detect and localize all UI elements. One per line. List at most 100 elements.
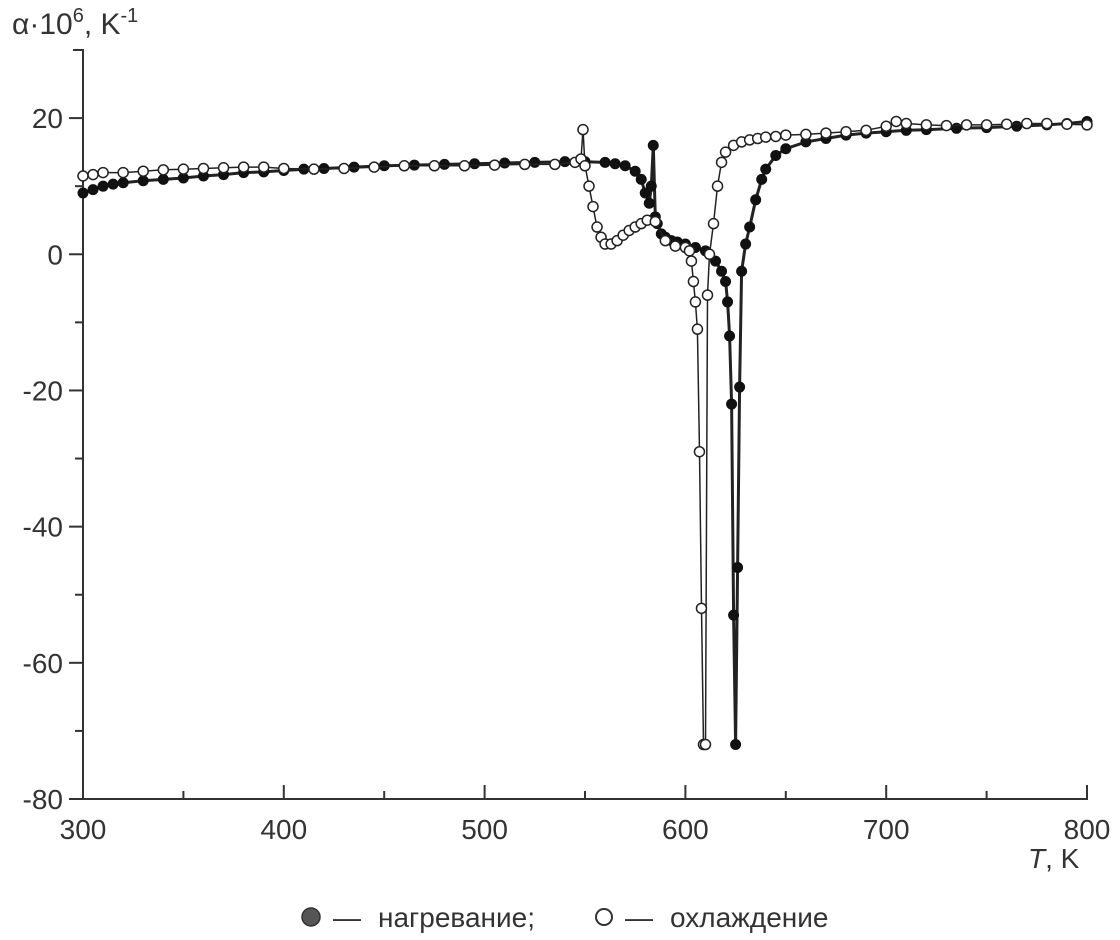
x-axis-label: T, K: [1028, 843, 1080, 874]
data-point: [77, 187, 89, 199]
y-tick-label: 20: [32, 103, 63, 134]
series-layer: [77, 115, 1093, 751]
data-point: [645, 180, 657, 192]
x-tick-label: 500: [461, 814, 508, 845]
data-point: [1011, 120, 1023, 132]
x-tick-label: 700: [863, 814, 910, 845]
data-point: [398, 160, 411, 172]
data-point: [890, 115, 902, 128]
data-point: [77, 170, 89, 182]
data-point: [579, 160, 591, 172]
data-point: [780, 143, 792, 155]
data-point: [577, 123, 589, 136]
data-point: [711, 180, 724, 192]
data-point: [750, 194, 762, 206]
series-line: [82, 120, 1088, 746]
x-tick-label: 800: [1064, 814, 1111, 845]
data-point: [587, 200, 599, 213]
data-point: [860, 124, 872, 137]
data-point: [197, 162, 210, 175]
y-axis-label: α·106, K-1: [12, 5, 138, 41]
x-tick-label: 300: [60, 814, 107, 845]
data-point: [619, 160, 631, 172]
legend: — нагревание; — охлаждение: [301, 902, 828, 933]
data-point: [217, 162, 230, 174]
data-point: [629, 165, 641, 177]
data-point: [1041, 117, 1053, 130]
legend-dash-1: —: [333, 902, 361, 933]
data-point: [338, 162, 350, 175]
data-point: [591, 221, 603, 233]
data-point: [87, 184, 99, 196]
data-point: [960, 119, 973, 131]
data-point: [157, 164, 170, 176]
data-point: [599, 156, 611, 168]
data-point: [488, 159, 501, 171]
data-point: [732, 561, 744, 573]
data-point: [107, 178, 119, 190]
legend-label-heating: нагревание;: [378, 902, 535, 933]
series-line: [82, 120, 1088, 745]
data-point: [529, 156, 541, 168]
data-point: [669, 240, 682, 252]
data-point: [689, 296, 702, 308]
data-point: [716, 265, 728, 277]
legend-open-marker: [595, 908, 613, 926]
data-point: [348, 161, 360, 173]
series-heating: [77, 115, 1093, 751]
data-point: [87, 168, 99, 181]
data-point: [719, 146, 732, 158]
data-point: [257, 161, 270, 173]
data-point: [1061, 118, 1073, 130]
data-point: [800, 128, 812, 141]
data-point: [97, 166, 109, 179]
data-point: [519, 158, 531, 171]
data-point: [730, 739, 742, 751]
data-point: [647, 139, 659, 151]
data-point: [649, 215, 662, 228]
data-point: [643, 197, 655, 209]
data-point: [685, 255, 698, 267]
data-point: [940, 119, 953, 132]
data-point: [759, 131, 772, 143]
data-point: [609, 158, 621, 170]
data-point: [780, 129, 792, 141]
y-tick-label: -80: [23, 784, 63, 815]
data-point: [920, 119, 933, 131]
y-tick-label: -40: [23, 512, 63, 543]
data-point: [740, 238, 752, 250]
data-point: [137, 175, 149, 187]
series-cooling: [77, 115, 1093, 751]
data-point: [1081, 119, 1093, 131]
data-point: [117, 166, 129, 179]
data-point: [1000, 118, 1013, 130]
data-point: [237, 161, 250, 173]
data-point: [378, 160, 390, 172]
data-point: [880, 120, 892, 133]
data-point: [726, 398, 738, 410]
y-tick-label: -60: [23, 648, 63, 679]
data-point: [734, 381, 746, 393]
data-point: [724, 330, 736, 342]
data-point: [687, 275, 700, 288]
data-point: [438, 158, 450, 170]
data-point: [840, 125, 852, 138]
data-point: [691, 323, 704, 335]
data-point: [639, 187, 651, 199]
data-point: [722, 296, 734, 308]
data-point: [770, 130, 782, 143]
x-tick-label: 600: [662, 814, 709, 845]
data-point: [1021, 117, 1033, 130]
data-point: [157, 173, 169, 185]
data-point: [701, 289, 714, 301]
data-point: [549, 158, 561, 171]
data-point: [428, 160, 441, 172]
x-tick-label: 400: [260, 814, 307, 845]
data-point: [308, 163, 320, 175]
data-point: [770, 150, 782, 162]
data-point: [980, 119, 993, 131]
axes: 300 400 500 600 700 800 20 0 -20 -40 -60 -80: [23, 49, 1111, 845]
data-point: [820, 127, 832, 139]
data-point: [703, 248, 716, 261]
